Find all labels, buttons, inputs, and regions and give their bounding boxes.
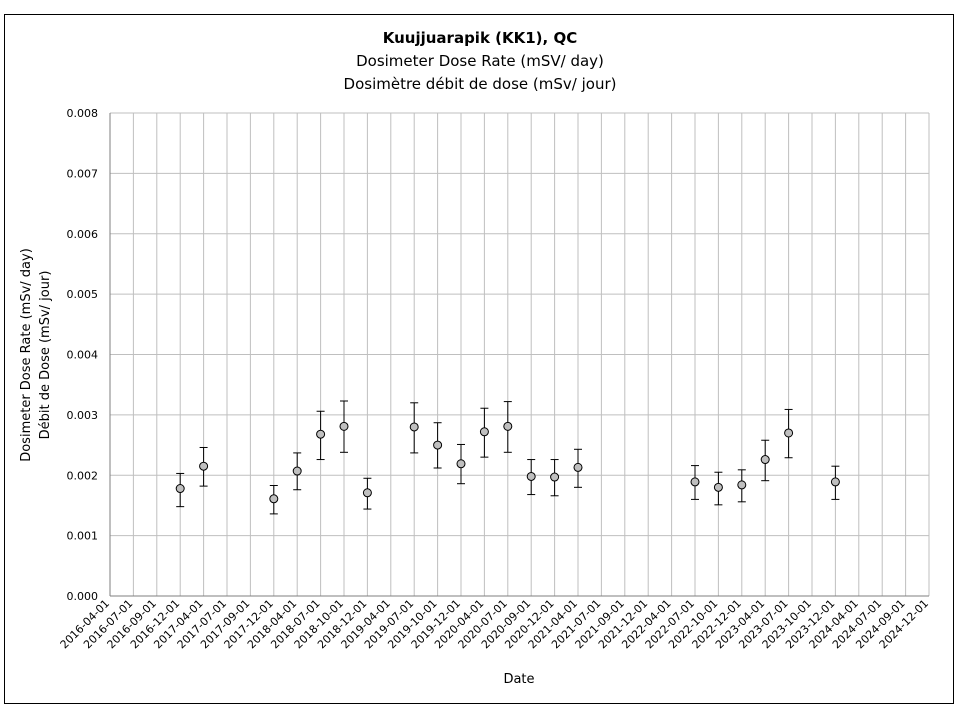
data-marker — [456, 459, 466, 469]
data-marker — [784, 428, 794, 438]
chart-subtitle-fr: Dosimètre débit de dose (mSv/ jour) — [343, 75, 617, 93]
data-marker — [199, 461, 209, 471]
data-point — [830, 465, 840, 500]
y-tick-labels: 0.000 0.001 0.002 0.003 0.004 0.005 0.006 0.007… — [67, 107, 99, 603]
data-point — [760, 439, 770, 482]
y-tick-label: 0.000 — [67, 590, 99, 603]
data-marker — [737, 480, 747, 490]
data-marker — [690, 477, 700, 487]
y-tick-label: 0.004 — [67, 349, 99, 362]
y-tick-label: 0.007 — [67, 167, 99, 180]
data-point — [573, 448, 583, 488]
y-tick-label: 0.002 — [67, 469, 99, 482]
data-marker — [479, 427, 489, 437]
data-point — [292, 452, 302, 491]
y-tick-label: 0.008 — [67, 107, 99, 120]
data-point — [433, 422, 443, 469]
data-points — [175, 400, 840, 515]
data-point — [339, 400, 349, 453]
data-marker — [362, 488, 372, 498]
data-marker — [573, 462, 583, 472]
y-axis-label-fr: Débit de Dose (mSv/ jour) — [38, 271, 53, 440]
data-point — [713, 471, 723, 506]
y-tick-label: 0.001 — [67, 530, 99, 543]
data-marker — [526, 471, 536, 481]
data-marker — [503, 421, 513, 431]
chart-subtitle-en: Dosimeter Dose Rate (mSV/ day) — [356, 52, 604, 70]
y-tick-label: 0.006 — [67, 228, 99, 241]
data-point — [690, 465, 700, 500]
data-marker — [269, 494, 279, 504]
data-marker — [292, 466, 302, 476]
x-tick-labels: 2016-04-012016-07-012016-09-012016-12-01… — [58, 597, 931, 651]
data-point — [503, 401, 513, 453]
grid-lines — [109, 112, 930, 597]
data-point — [479, 407, 489, 458]
data-marker — [175, 484, 185, 494]
data-marker — [830, 477, 840, 487]
x-axis-label: Date — [503, 672, 534, 687]
data-point — [316, 410, 326, 461]
data-marker — [713, 482, 723, 492]
data-point — [269, 485, 279, 515]
data-marker — [760, 455, 770, 465]
y-axis-label-en: Dosimeter Dose Rate (mSv/ day) — [19, 248, 34, 462]
data-point — [737, 469, 747, 503]
y-tick-label: 0.003 — [67, 409, 99, 422]
y-tick-label: 0.005 — [67, 288, 99, 301]
data-marker — [433, 440, 443, 450]
data-marker — [550, 472, 560, 482]
data-point — [550, 459, 560, 497]
data-point — [175, 472, 185, 508]
data-point — [199, 446, 209, 487]
data-point — [456, 443, 466, 485]
data-marker — [409, 422, 419, 432]
data-point — [526, 459, 536, 496]
chart-title: Kuujjuarapik (KK1), QC — [382, 29, 578, 47]
data-marker — [316, 429, 326, 439]
chart-frame — [4, 14, 954, 704]
data-point — [784, 408, 794, 459]
data-point — [362, 477, 372, 510]
data-marker — [339, 421, 349, 431]
data-point — [409, 402, 419, 454]
